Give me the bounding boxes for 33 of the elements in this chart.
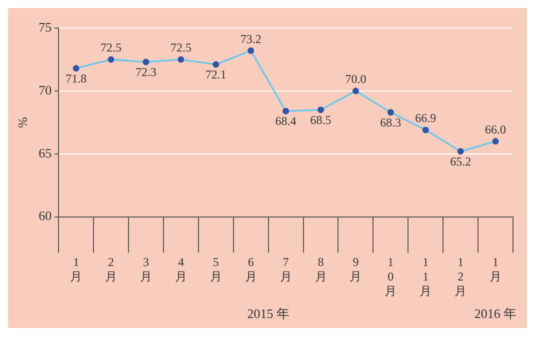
- x-tick-label: 4月: [174, 255, 187, 284]
- x-tick-label: 1月: [70, 255, 82, 284]
- x-tick-label: 7月: [280, 255, 292, 284]
- text: 2016 年: [474, 306, 517, 321]
- data-label: 66.9: [415, 111, 436, 126]
- text: 2015 年: [247, 306, 290, 321]
- x-tick-label: 3月: [140, 255, 152, 284]
- x-tick-label: 1月: [490, 255, 502, 284]
- x-tick-label: 9月: [350, 255, 362, 284]
- data-label: 72.1: [205, 68, 226, 82]
- data-label: 73.2: [240, 32, 262, 46]
- y-tick-label: 65: [38, 145, 52, 160]
- x-tick-label: 8月: [314, 255, 327, 284]
- y-tick-label: 70: [38, 82, 52, 98]
- x-tick-label: 2月: [105, 255, 118, 284]
- data-label: 68.5: [310, 112, 332, 127]
- data-label: 72.5: [170, 40, 192, 55]
- x-tick-label: 11月: [420, 255, 432, 298]
- x-tick-label: 10月: [384, 255, 397, 298]
- data-label: 65.2: [450, 154, 472, 169]
- data-label: 66.0: [485, 122, 506, 136]
- data-label: 71.8: [66, 71, 87, 86]
- data-label: 68.3: [380, 115, 402, 130]
- y-axis-title: %: [15, 116, 30, 128]
- x-tick-label: 6月: [244, 255, 257, 284]
- x-tick-label: 12月: [454, 255, 467, 298]
- y-tick-label: 60: [38, 208, 52, 224]
- data-label: 68.4: [275, 114, 296, 128]
- x-tick-label: 5月: [210, 255, 222, 284]
- data-label: 72.3: [135, 65, 156, 80]
- data-label: 70.0: [345, 72, 366, 86]
- data-label: 72.5: [100, 40, 122, 55]
- y-tick-label: 75: [38, 19, 52, 34]
